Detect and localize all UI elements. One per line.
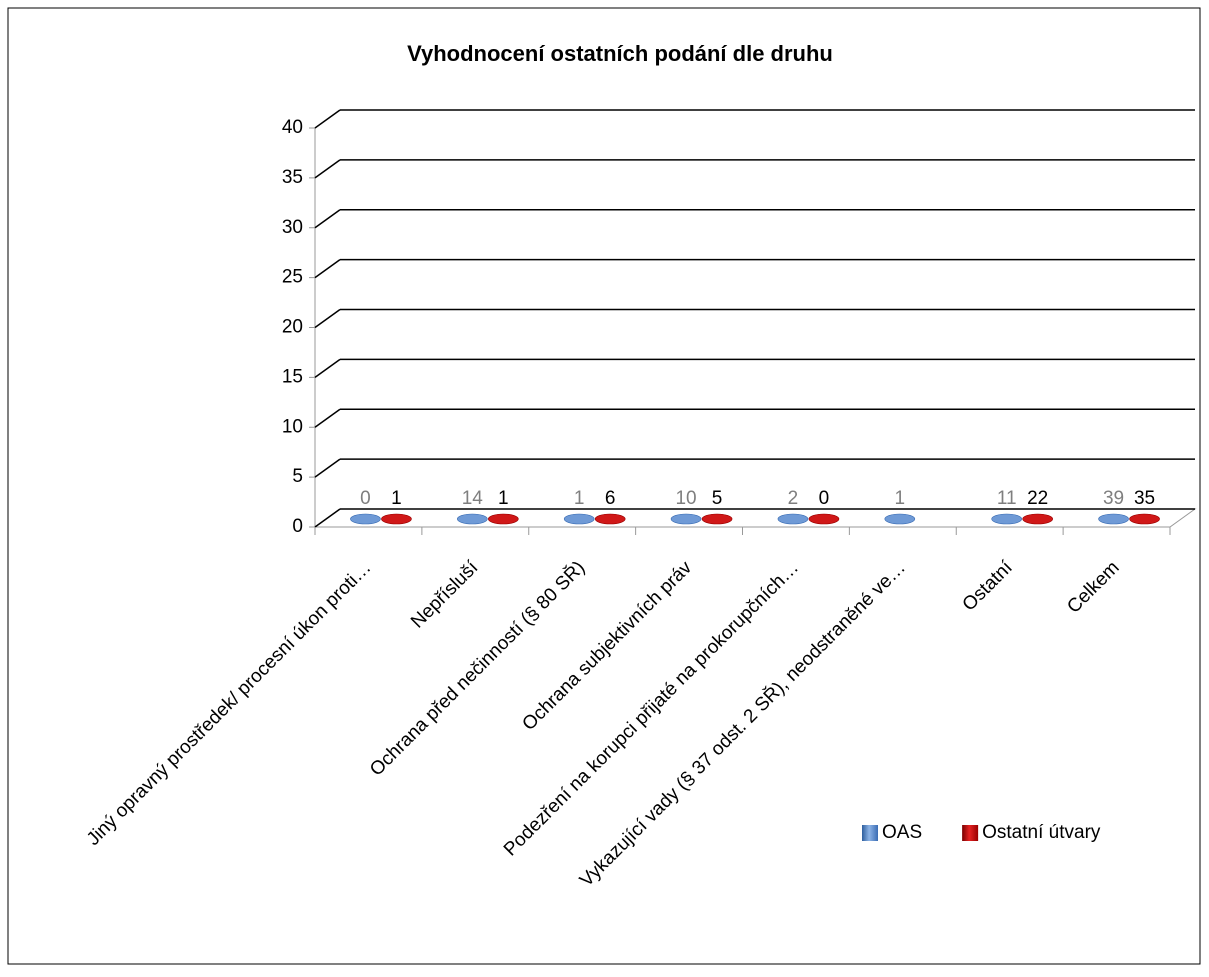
data-label: 1 bbox=[574, 488, 585, 509]
bar-top bbox=[1129, 513, 1160, 525]
grid-side bbox=[314, 408, 341, 428]
y-tick-label: 30 bbox=[282, 217, 303, 238]
y-tick-label: 0 bbox=[292, 516, 303, 537]
chart-border bbox=[7, 7, 1201, 965]
data-label: 1 bbox=[391, 488, 402, 509]
grid-side bbox=[314, 209, 341, 229]
legend-label: OAS bbox=[882, 822, 922, 843]
data-label: 39 bbox=[1103, 488, 1124, 509]
bar-top bbox=[350, 513, 381, 525]
data-label: 0 bbox=[360, 488, 371, 509]
y-tick-label: 10 bbox=[282, 416, 303, 437]
data-label: 0 bbox=[819, 488, 830, 509]
bar-top bbox=[701, 513, 733, 525]
chart-title: Vyhodnocení ostatních podání dle druhu bbox=[407, 41, 833, 66]
bar-top bbox=[381, 513, 412, 525]
grid-side bbox=[314, 159, 341, 179]
bar-top bbox=[563, 513, 595, 525]
data-label: 35 bbox=[1134, 488, 1155, 509]
legend-swatch bbox=[862, 825, 878, 841]
y-tick-label: 15 bbox=[282, 366, 303, 387]
bar-top bbox=[808, 513, 840, 525]
data-label: 2 bbox=[788, 488, 799, 509]
y-tick-label: 5 bbox=[292, 466, 303, 487]
data-label: 1 bbox=[895, 488, 906, 509]
data-label: 5 bbox=[712, 488, 723, 509]
y-tick-label: 20 bbox=[282, 317, 303, 338]
legend-label: Ostatní útvary bbox=[982, 822, 1101, 843]
bar-top bbox=[884, 513, 916, 525]
bar-top bbox=[991, 513, 1022, 525]
bar-top bbox=[1022, 513, 1053, 525]
bar-top bbox=[457, 513, 488, 525]
legend-swatch bbox=[962, 825, 979, 841]
bar-top bbox=[594, 513, 626, 525]
grid-side bbox=[314, 259, 341, 279]
grid-side bbox=[314, 358, 341, 378]
y-tick-label: 35 bbox=[282, 167, 303, 188]
data-label: 22 bbox=[1027, 488, 1048, 509]
grid-side bbox=[314, 109, 341, 129]
data-label: 11 bbox=[997, 488, 1017, 509]
bar-top bbox=[777, 513, 809, 525]
bar-top bbox=[1098, 513, 1129, 525]
grid-side bbox=[314, 508, 341, 528]
grid-side bbox=[314, 308, 341, 329]
y-tick-label: 40 bbox=[282, 117, 303, 138]
data-label: 6 bbox=[605, 488, 616, 509]
data-label: 1 bbox=[498, 488, 509, 509]
y-tick-label: 25 bbox=[282, 267, 303, 288]
bar-top bbox=[670, 513, 702, 525]
grid-side bbox=[314, 458, 341, 478]
data-label: 14 bbox=[462, 488, 484, 509]
data-label: 10 bbox=[675, 488, 696, 509]
bar-top bbox=[488, 513, 519, 525]
